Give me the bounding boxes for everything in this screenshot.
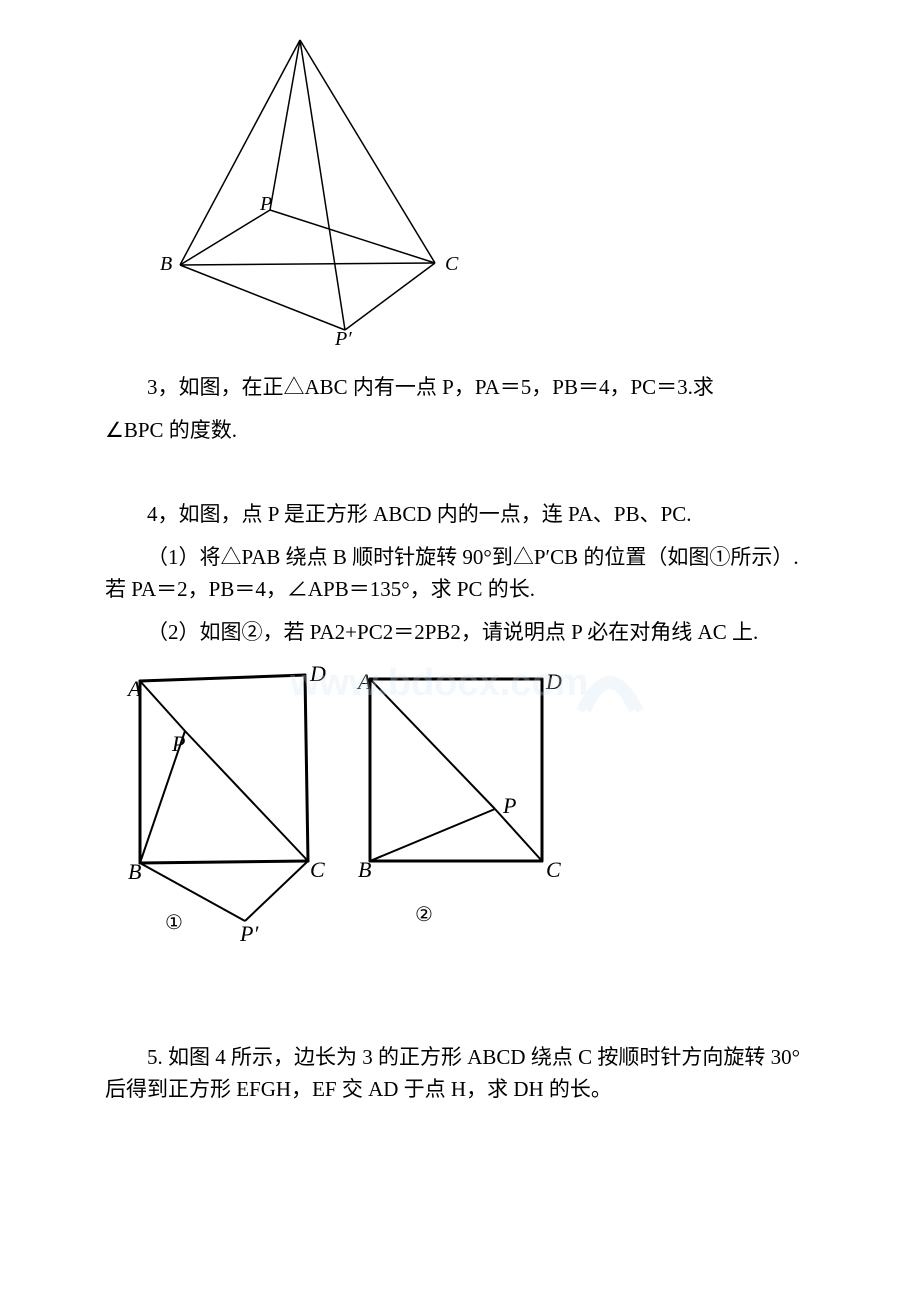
svg-text:D: D bbox=[309, 661, 326, 686]
svg-text:P: P bbox=[502, 793, 516, 818]
problem-5-line1: 5. 如图 4 所示，边长为 3 的正方形 ABCD 绕点 C 按顺时针方向旋转… bbox=[105, 1042, 815, 1105]
svg-text:A: A bbox=[356, 669, 372, 694]
problem-3-b: ∠BPC 的度数. bbox=[105, 415, 815, 447]
svg-text:①: ① bbox=[165, 912, 183, 934]
figure-2: A D B C P P′ ① A D B C P ② bbox=[110, 661, 815, 961]
svg-text:A: A bbox=[291, 30, 306, 35]
svg-text:P′: P′ bbox=[334, 328, 352, 350]
figure-1-svg: A B C P P′ bbox=[150, 30, 470, 350]
problem-4-line3: （2）如图②，若 PA2+PC2＝2PB2，请说明点 P 必在对角线 AC 上. bbox=[105, 617, 815, 649]
svg-text:B: B bbox=[358, 857, 371, 882]
problem-3-text: 3，如图，在正△ABC 内有一点 P，PA＝5，PB＝4，PC＝3.求 bbox=[105, 372, 815, 404]
svg-text:C: C bbox=[310, 857, 325, 882]
svg-text:C: C bbox=[546, 857, 561, 882]
svg-text:P′: P′ bbox=[239, 921, 259, 946]
problem-3-a: 3，如图，在正△ABC 内有一点 P，PA＝5，PB＝4，PC＝3.求 bbox=[147, 375, 714, 399]
svg-text:B: B bbox=[128, 859, 141, 884]
svg-text:B: B bbox=[160, 253, 172, 275]
problem-4-line2: （1）将△PAB 绕点 B 顺时针旋转 90°到△P′CB 的位置（如图①所示）… bbox=[105, 542, 815, 605]
svg-text:P: P bbox=[259, 193, 272, 215]
figure-2-svg: A D B C P P′ ① A D B C P ② bbox=[110, 661, 590, 951]
figure-1: A B C P P′ bbox=[150, 30, 815, 360]
problem-4-line1: 4，如图，点 P 是正方形 ABCD 内的一点，连 PA、PB、PC. bbox=[105, 499, 815, 531]
svg-text:D: D bbox=[545, 669, 562, 694]
svg-text:P: P bbox=[171, 731, 185, 756]
svg-text:C: C bbox=[445, 253, 459, 275]
svg-text:②: ② bbox=[415, 904, 433, 926]
svg-text:A: A bbox=[126, 676, 142, 701]
